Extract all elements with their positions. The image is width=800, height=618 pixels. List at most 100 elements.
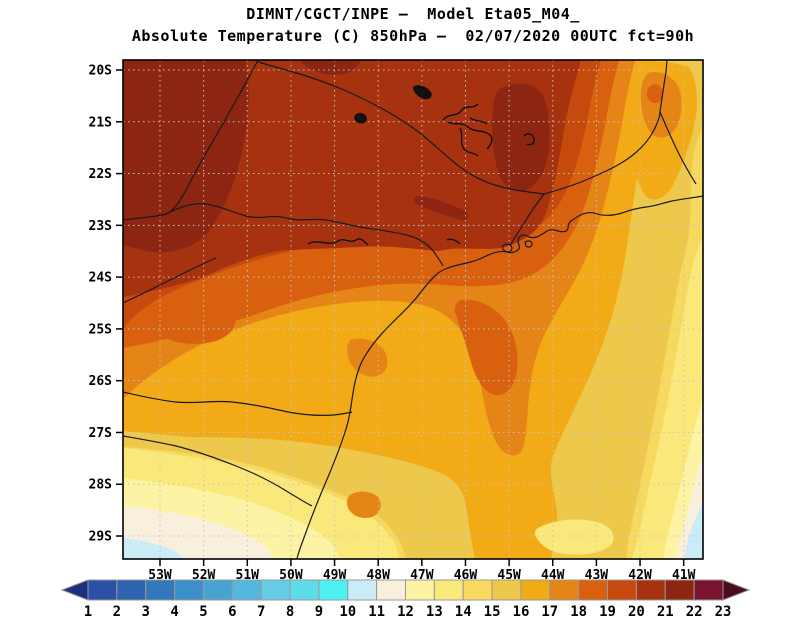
colorbar-cell-9	[318, 579, 349, 601]
lake-northwest	[413, 85, 432, 100]
coast-and-state-borders	[123, 60, 703, 559]
colorbar-cell-4	[174, 579, 204, 601]
paranapanema-river-sp-pr-border	[165, 203, 444, 267]
x-tick-label-45W: 45W	[497, 568, 521, 583]
lakes-and-reservoirs	[307, 85, 535, 246]
colorbar-label-3: 3	[142, 604, 150, 618]
mg-es-border	[659, 60, 668, 113]
x-tick-label-43W: 43W	[585, 568, 609, 583]
colorbar-cell-21	[664, 579, 695, 601]
axis-ticks-and-labels: 53W 52W 51W 50W 49W 48W 47W 46W 45W 44W 43W 42W 41W 2…	[89, 64, 696, 584]
colorbar-cell-17	[549, 579, 580, 601]
rj-es-border	[659, 111, 697, 185]
colorbar-label-23: 23	[715, 604, 732, 618]
colorbar-cell-13	[433, 579, 464, 601]
river-west	[123, 257, 217, 304]
colorbar-label-21: 21	[657, 604, 674, 618]
x-tick-label-53W: 53W	[148, 568, 172, 583]
colorbar-arrow-right	[722, 579, 751, 601]
colorbar-label-20: 20	[628, 604, 645, 618]
y-tick-label-29S: 29S	[89, 530, 113, 545]
band-21-22-center	[492, 83, 550, 192]
x-tick-label-48W: 48W	[366, 568, 390, 583]
colorbar-cell-16	[520, 579, 551, 601]
colorbar-label-14: 14	[455, 604, 472, 618]
band-13-14-south-patch	[535, 519, 614, 555]
coastline	[296, 195, 703, 559]
y-tick-label-22S: 22S	[89, 167, 113, 182]
x-tick-label-50W: 50W	[279, 568, 303, 583]
band-21-22-coast-streak	[413, 196, 469, 221]
colorbar-label-18: 18	[570, 604, 587, 618]
y-tick-label-20S: 20S	[89, 64, 113, 79]
colorbar-cell-19	[607, 579, 637, 601]
lat-lon-gridlines	[123, 60, 703, 559]
colorbar-cell-20	[635, 579, 666, 601]
colorbar-label-17: 17	[541, 604, 558, 618]
colorbar-cell-1	[87, 579, 118, 601]
y-tick-label-25S: 25S	[89, 322, 113, 337]
colorbar-label-19: 19	[599, 604, 616, 618]
colorbar-arrow-left	[60, 579, 89, 601]
mg-sp-border	[257, 61, 545, 195]
colorbar-label-8: 8	[286, 604, 294, 618]
mg-rj-border	[543, 111, 661, 195]
band-10-11-east	[685, 503, 703, 559]
band-18-19-northeast-dot	[646, 84, 664, 104]
y-tick-label-26S: 26S	[89, 374, 113, 389]
colorbar-label-10: 10	[339, 604, 356, 618]
page-subtitle: Absolute Temperature (C) 850hPa – 02/07/…	[131, 27, 695, 45]
colorbar-label-2: 2	[113, 604, 121, 618]
colorbar-cell-10	[347, 579, 378, 601]
ilha-grande-island	[502, 243, 513, 253]
y-tick-label-23S: 23S	[89, 219, 113, 234]
map-frame	[122, 59, 704, 560]
colorbar-cell-2	[116, 579, 147, 601]
colorbar-label-9: 9	[315, 604, 323, 618]
x-tick-label-41W: 41W	[672, 568, 696, 583]
furnas-reservoir	[442, 103, 493, 157]
colorbar-cell-7	[260, 579, 291, 601]
rj-sp-border	[509, 193, 545, 247]
colorbar-label-15: 15	[484, 604, 501, 618]
colorbar-label-13: 13	[426, 604, 443, 618]
band-17-18-coast-parana	[347, 338, 388, 377]
colorbar-label-22: 22	[686, 604, 703, 618]
band-18-19-offshore-tongue	[454, 299, 518, 396]
x-tick-label-44W: 44W	[541, 568, 565, 583]
colorbar-label-7: 7	[257, 604, 265, 618]
x-tick-label-42W: 42W	[628, 568, 652, 583]
x-tick-label-46W: 46W	[454, 568, 478, 583]
lake-small-north	[354, 112, 367, 124]
colorbar-label-5: 5	[199, 604, 207, 618]
band-10-11-southwest	[123, 538, 183, 559]
band-17-18-coast-santa-catarina	[346, 491, 381, 518]
pr-sc-border	[123, 391, 353, 416]
y-tick-label-28S: 28S	[89, 478, 113, 493]
y-tick-label-27S: 27S	[89, 426, 113, 441]
lake-center-east	[523, 133, 535, 146]
colorbar-cell-11	[376, 579, 406, 601]
sepetiba-island	[524, 240, 533, 248]
colorbar-cell-14	[462, 579, 493, 601]
colorbar-cell-6	[231, 579, 262, 601]
colorbar-label-4: 4	[170, 604, 178, 618]
x-tick-label-49W: 49W	[323, 568, 347, 583]
x-tick-label-51W: 51W	[236, 568, 260, 583]
parana-river	[123, 60, 259, 221]
colorbar-label-6: 6	[228, 604, 236, 618]
jurumirim-reservoir	[307, 238, 369, 246]
colorbar-label-1: 1	[84, 604, 92, 618]
colorbar-cell-15	[491, 579, 522, 601]
colorbar-cell-8	[289, 579, 320, 601]
colorbar-cell-18	[578, 579, 609, 601]
band-21-22-top	[299, 60, 361, 75]
colorbar-cell-12	[405, 579, 435, 601]
y-tick-label-21S: 21S	[89, 115, 113, 130]
temperature-colorbar: 1 2 3 4 5 6 7 8 9 10 11 12 13 14 15 16 17 18 19 20 21 22 23	[60, 579, 751, 618]
billings-reservoir	[446, 238, 461, 245]
colorbar-label-16: 16	[513, 604, 530, 618]
colorbar-label-12: 12	[397, 604, 414, 618]
colorbar-cell-5	[202, 579, 233, 601]
